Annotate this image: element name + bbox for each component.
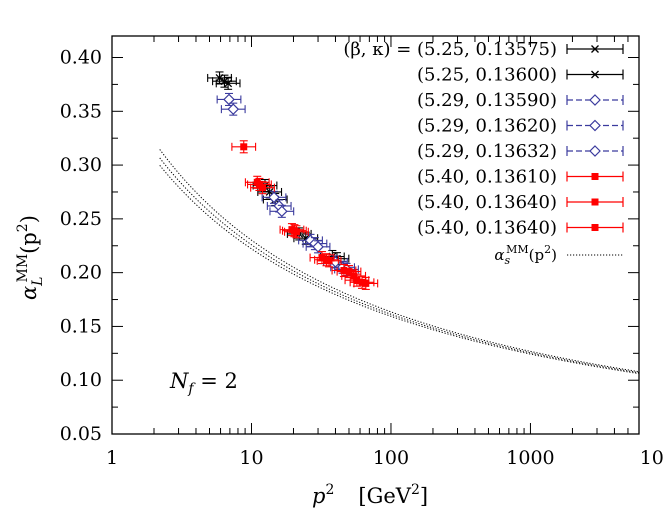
x-tick-label: 10000 [640,447,664,469]
y-tick-label: 0.40 [60,47,102,69]
legend-label: (5.40, 0.13610) [417,167,557,188]
y-axis-label: αLMM(p2) [15,215,46,300]
data-point [220,102,246,116]
legend-entry: (5.25, 0.13600) [417,65,624,86]
y-tick-label: 0.10 [60,369,102,391]
data-point [269,204,295,218]
data-points [207,71,379,290]
legend-entry: (5.40, 0.13640) [417,218,624,239]
y-tick-label: 0.30 [60,154,102,176]
legend: (β, κ) = (5.25, 0.13575) (5.25, 0.13600) (… [343,39,624,267]
legend-curve-label: αsMM(p2) [494,243,557,267]
legend-label: (5.25, 0.13600) [417,65,557,86]
y-tick-label: 0.20 [60,262,102,284]
x-axis-label: p2 [GeV2] [312,482,428,508]
data-point [309,251,335,265]
data-point [231,140,257,154]
y-tick-label: 0.25 [60,208,102,230]
theory-curves [159,149,639,375]
plot-frame [111,35,640,435]
x-tick-label: 1 [106,447,118,469]
legend-label: (5.40, 0.13640) [417,192,557,213]
legend-entry: (β, κ) = (5.25, 0.13575) [343,39,624,60]
x-tick-label: 1000 [506,447,554,469]
legend-label: (β, κ) = (5.25, 0.13575) [343,39,557,60]
alpha-s-curve [159,165,639,375]
y-tick-label: 0.05 [60,423,102,445]
data-point [305,240,331,254]
axis-ticks [111,36,640,435]
legend-label: (5.29, 0.13632) [417,141,557,162]
legend-label: (5.40, 0.13640) [417,218,557,239]
legend-label: (5.29, 0.13620) [417,116,557,137]
legend-entry: (5.29, 0.13620) [417,116,624,137]
legend-entry: (5.29, 0.13590) [417,90,624,111]
legend-label: (5.29, 0.13590) [417,90,557,111]
data-point [281,224,307,238]
data-point [216,92,242,107]
nf-annotation: Nf = 2 [169,369,238,397]
legend-entry-curve: αsMM(p2) [494,243,623,267]
data-point [244,175,270,189]
legend-entry: (5.40, 0.13610) [417,167,624,188]
alpha-s-curve [159,149,639,373]
data-point [316,254,342,268]
y-tick-label: 0.15 [60,315,102,337]
data-point [212,74,237,88]
data-point [331,263,357,278]
x-tick-label: 100 [373,447,409,469]
y-tick-label: 0.35 [60,100,102,122]
legend-entry: (5.40, 0.13640) [417,192,624,213]
x-tick-label: 10 [239,447,263,469]
data-point [250,181,275,195]
alpha-s-curve [159,157,639,374]
data-point [353,276,379,290]
legend-entry: (5.29, 0.13632) [417,141,624,162]
tick-labels: 1 10 100 1000 10000 0.05 0.10 0.15 0.20 0.25 0.30 0… [60,47,664,469]
